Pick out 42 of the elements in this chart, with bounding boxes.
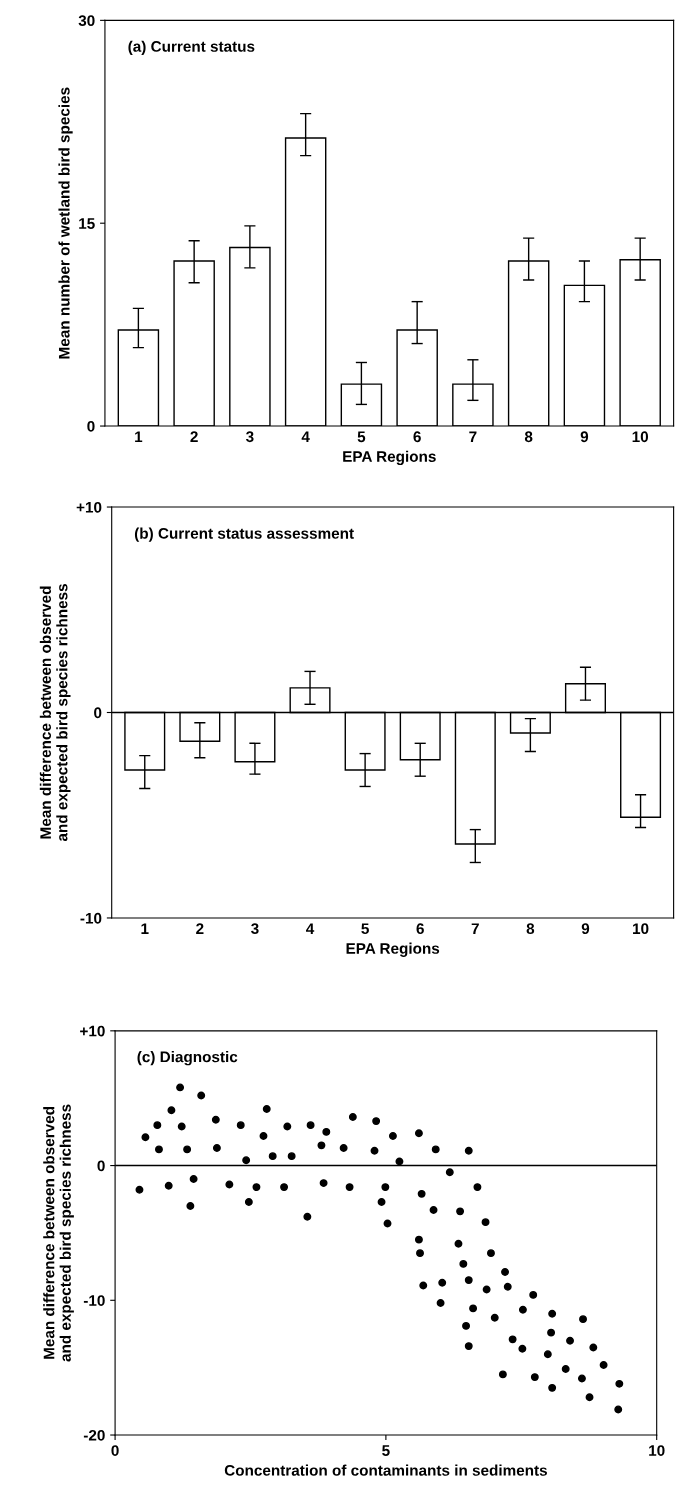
x-tick-label: 3 [251, 923, 259, 935]
x-tick-label: 8 [524, 431, 533, 443]
x-tick-label: 10 [633, 923, 649, 935]
x-axis-title: EPA Regions [343, 450, 436, 466]
y-tick-label: -10 [80, 912, 102, 924]
x-tick-label: 2 [190, 431, 198, 442]
x-tick-label: 5 [361, 923, 369, 935]
x-tick-label: 4 [306, 923, 315, 934]
x-axis-title: Concentration of contaminants in sediments [224, 1464, 547, 1476]
x-axis-title: EPA Regions [346, 942, 440, 957]
y-axis-title: Mean difference between observed and expected bird species richness [43, 1104, 74, 1362]
y-tick-label: 0 [97, 1160, 105, 1172]
x-tick-label: 1 [135, 431, 143, 442]
y-tick-label: -10 [83, 1295, 105, 1306]
y-tick-label: 0 [87, 420, 95, 432]
y-tick-label: 30 [78, 15, 95, 27]
y-tick-label: +10 [80, 1025, 105, 1037]
x-tick-label: 7 [469, 431, 477, 442]
text: (a) Current status [128, 40, 255, 55]
x-tick-label: 3 [246, 431, 254, 443]
x-tick-label: 10 [632, 431, 649, 443]
x-tick-label: 8 [526, 923, 535, 935]
x-tick-label: 6 [416, 923, 424, 935]
y-tick-label: 0 [94, 707, 102, 719]
x-tick-label: 6 [413, 431, 421, 443]
y-axis-title: Mean number of wetland bird species [58, 87, 73, 359]
x-tick-label: 2 [196, 923, 204, 934]
x-tick-label: 5 [382, 1445, 390, 1456]
x-tick-label: 10 [649, 1445, 665, 1456]
x-tick-label: 7 [471, 923, 479, 934]
y-tick-label: +10 [76, 501, 102, 513]
x-tick-label: 1 [141, 923, 149, 934]
text: (b) Current status assessment [134, 527, 354, 542]
y-tick-label: 15 [79, 218, 95, 229]
x-tick-label: 9 [580, 431, 589, 443]
x-tick-label: 9 [581, 923, 590, 935]
y-tick-label: -20 [83, 1429, 105, 1441]
x-tick-label: 5 [357, 431, 366, 443]
x-tick-label: 0 [111, 1445, 119, 1456]
y-axis-title: Mean difference between observed and expected bird species richness [39, 584, 71, 842]
text: (c) Diagnostic [137, 1051, 238, 1066]
x-tick-label: 4 [301, 431, 310, 442]
